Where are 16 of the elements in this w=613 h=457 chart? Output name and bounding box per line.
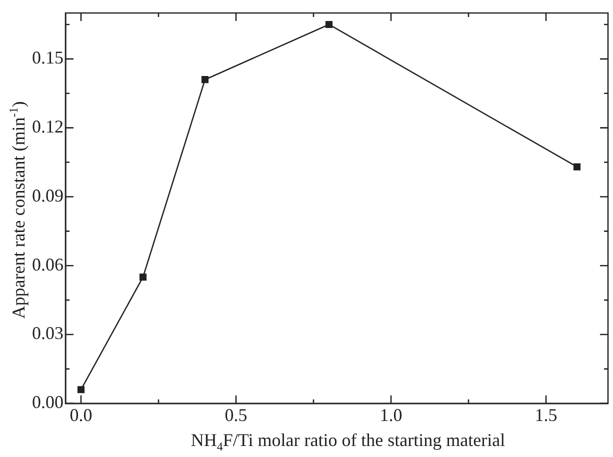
x-tick-label: 0.0 [70,404,92,425]
y-tick-label: 0.00 [32,392,64,412]
x-tick-label: 1.5 [534,404,558,425]
point [325,20,333,28]
point [201,76,209,84]
x-axis-title: NH$_{4}$F/Ti molar ratio of the starting material [190,430,506,455]
point [77,386,85,394]
x-tick-label: 1.0 [380,404,402,425]
y-tick-label: 0.03 [32,323,64,344]
y-tick-label: 0.09 [32,185,64,206]
y-tick-label: 0.15 [32,48,64,68]
y-tick-label: 0.06 [32,254,64,274]
point [573,163,581,170]
point [139,274,147,281]
y-tick-label: 0.12 [32,116,64,137]
x-tick-label: 0.5 [224,404,248,425]
